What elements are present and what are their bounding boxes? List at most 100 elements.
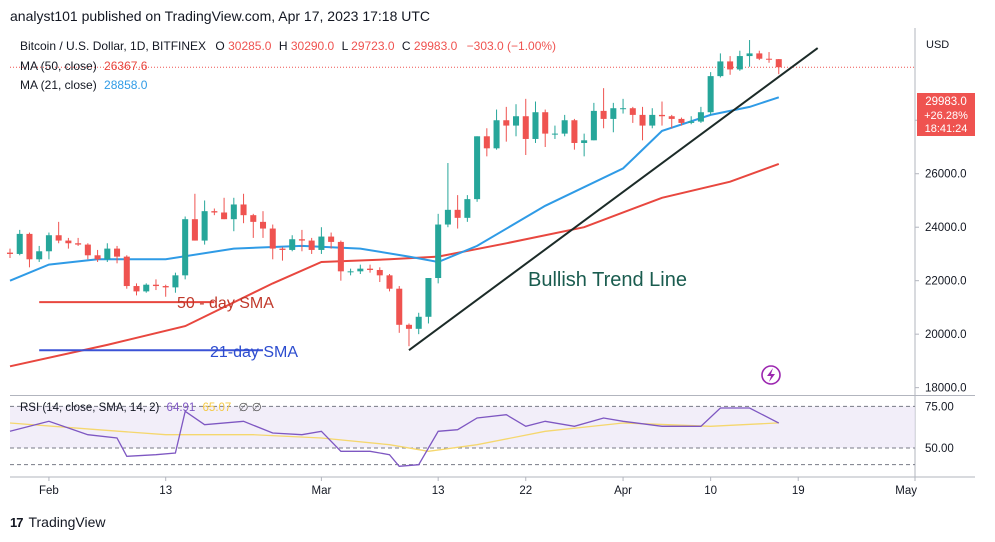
candle-body bbox=[717, 61, 724, 77]
candle-body bbox=[756, 53, 763, 59]
candle-body bbox=[532, 112, 539, 139]
candle-body bbox=[620, 108, 627, 110]
candle-body bbox=[36, 251, 43, 260]
candle-body bbox=[707, 76, 714, 113]
currency-label: USD bbox=[926, 39, 949, 51]
publisher-header: analyst101 published on TradingView.com,… bbox=[10, 8, 431, 24]
grid bbox=[10, 28, 975, 478]
moving-averages bbox=[9, 96, 780, 368]
price-tick-label: 24000.0 bbox=[925, 222, 967, 234]
candle-body bbox=[493, 120, 500, 149]
candle-body bbox=[191, 219, 198, 241]
candle-body bbox=[542, 112, 549, 134]
candle-body bbox=[668, 116, 675, 119]
lightning-icon[interactable] bbox=[761, 365, 781, 385]
footer-brand[interactable]: 17 TradingView bbox=[10, 514, 106, 530]
candle-body bbox=[697, 112, 704, 122]
candle-body bbox=[269, 228, 276, 249]
candle-body bbox=[337, 241, 344, 272]
legend-c-label: C bbox=[402, 39, 411, 53]
legend-h-label: H bbox=[279, 39, 288, 53]
candle-body bbox=[658, 114, 666, 117]
current-change: +26.28% bbox=[924, 110, 968, 122]
ma21-line bbox=[9, 96, 780, 282]
candle-body bbox=[143, 284, 150, 292]
candle-body bbox=[610, 108, 617, 119]
candle-body bbox=[571, 120, 578, 143]
legend-ohlc: Bitcoin / U.S. Dollar, 1D, BITFINEX O 30… bbox=[20, 39, 556, 53]
candle-body bbox=[444, 209, 451, 225]
candle-body bbox=[230, 204, 237, 220]
time-tick-label: May bbox=[895, 485, 917, 497]
candle-body bbox=[211, 211, 218, 213]
candle-body bbox=[581, 140, 588, 143]
candle-body bbox=[396, 288, 403, 325]
candle-body bbox=[727, 61, 734, 70]
current-price: 29983.0 bbox=[925, 96, 967, 108]
price-tick-label: 18000.0 bbox=[925, 383, 967, 395]
candle-body bbox=[639, 114, 646, 126]
candle-body bbox=[162, 286, 169, 288]
legend-change: −303.0 (−1.00%) bbox=[467, 39, 556, 53]
candle-body bbox=[172, 275, 179, 288]
candle-body bbox=[513, 116, 520, 126]
candle-body bbox=[376, 269, 383, 276]
candle-body bbox=[347, 271, 354, 273]
legend-o-label: O bbox=[215, 39, 224, 53]
candle-body bbox=[201, 211, 208, 241]
legend-h-value: 30290.0 bbox=[291, 39, 335, 53]
rsi-legend-value: 64.91 bbox=[167, 402, 196, 414]
time-tick-label: Apr bbox=[614, 485, 632, 497]
rsi-line bbox=[9, 407, 780, 467]
candle-body bbox=[590, 110, 597, 141]
candle-body bbox=[551, 133, 558, 135]
candle-body bbox=[405, 324, 412, 329]
candle-body bbox=[221, 212, 228, 220]
rsi-legend: RSI (14, close, SMA, 14, 2) 64.91 65.07 … bbox=[20, 402, 262, 414]
legend-ma21: MA (21, close) 28858.0 bbox=[20, 78, 148, 92]
candle-body bbox=[503, 120, 510, 126]
candle-body bbox=[425, 278, 432, 317]
trend-line-label: Bullish Trend Line bbox=[528, 269, 687, 291]
candle-body bbox=[75, 243, 82, 245]
candle-body bbox=[318, 236, 325, 250]
sma50-label: 50 - day SMA bbox=[177, 295, 274, 312]
candle-body bbox=[308, 240, 315, 250]
rsi-panel: 75.00 50.00 bbox=[9, 401, 954, 467]
candle-body bbox=[415, 316, 422, 329]
candle-body bbox=[561, 120, 568, 134]
candle-body bbox=[454, 209, 461, 218]
candle-body bbox=[386, 275, 393, 289]
rsi-tick-label: 50.00 bbox=[925, 443, 954, 455]
candle-body bbox=[289, 239, 296, 250]
rsi-legend-sma: 65.07 bbox=[203, 402, 232, 414]
price-tick-label: 20000.0 bbox=[925, 329, 967, 341]
candle-body bbox=[65, 240, 72, 244]
candle-body bbox=[250, 215, 257, 222]
time-tick-label: Feb bbox=[39, 485, 59, 497]
candle-body bbox=[736, 56, 743, 70]
candle-body bbox=[357, 268, 364, 272]
price-tick-label: 22000.0 bbox=[925, 276, 967, 288]
rsi-legend-extra: ∅ ∅ bbox=[239, 402, 262, 414]
legend-l-label: L bbox=[342, 39, 349, 53]
current-price-tag: 29983.0 +26.28% 18:41:24 bbox=[917, 93, 975, 136]
candle-body bbox=[84, 244, 91, 256]
candle-body bbox=[114, 248, 121, 257]
time-tick-label: 19 bbox=[792, 485, 805, 497]
candle-body bbox=[435, 224, 442, 279]
footer-brand-text: TradingView bbox=[28, 514, 106, 530]
candle-body bbox=[133, 286, 140, 292]
legend-o-value: 30285.0 bbox=[228, 39, 272, 53]
legend-symbol: Bitcoin / U.S. Dollar, 1D, BITFINEX bbox=[20, 39, 206, 53]
candle-body bbox=[279, 248, 286, 250]
candle-body bbox=[298, 239, 305, 241]
candle-body bbox=[240, 204, 247, 216]
legend-c-value: 29983.0 bbox=[414, 39, 458, 53]
candle-body bbox=[104, 248, 111, 260]
candle-body bbox=[600, 110, 607, 119]
time-tick-label: 13 bbox=[432, 485, 445, 497]
trend-line-group bbox=[408, 47, 819, 352]
candle-body bbox=[649, 114, 656, 126]
